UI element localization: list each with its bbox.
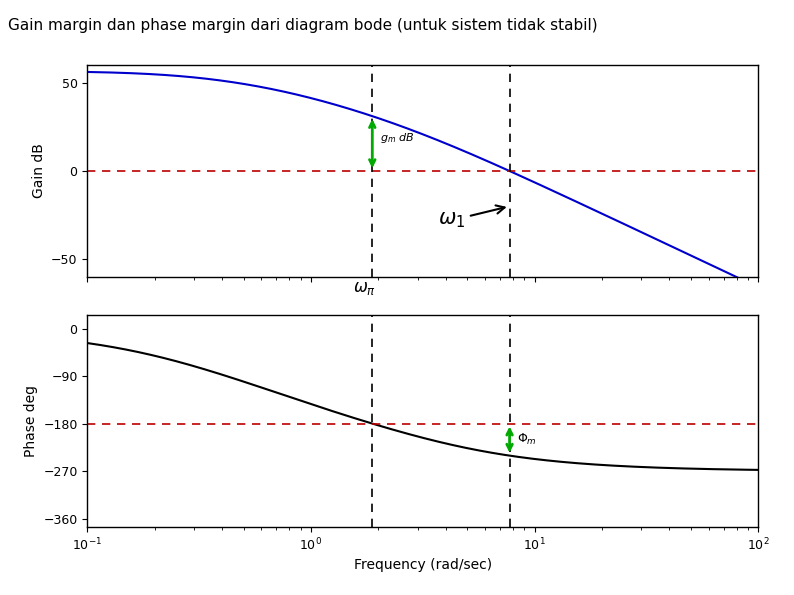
Text: $\Phi_m$: $\Phi_m$: [517, 432, 537, 447]
Text: $\omega_{\pi}$: $\omega_{\pi}$: [353, 279, 376, 297]
Text: $g_m$ dB: $g_m$ dB: [380, 131, 414, 145]
Y-axis label: Phase deg: Phase deg: [24, 385, 37, 457]
X-axis label: Frequency (rad/sec): Frequency (rad/sec): [354, 559, 491, 572]
Text: $\omega_{\rm 1}$: $\omega_{\rm 1}$: [437, 205, 505, 230]
Text: Gain margin dan phase margin dari diagram bode (untuk sistem tidak stabil): Gain margin dan phase margin dari diagra…: [8, 18, 598, 33]
Y-axis label: Gain dB: Gain dB: [32, 143, 45, 199]
